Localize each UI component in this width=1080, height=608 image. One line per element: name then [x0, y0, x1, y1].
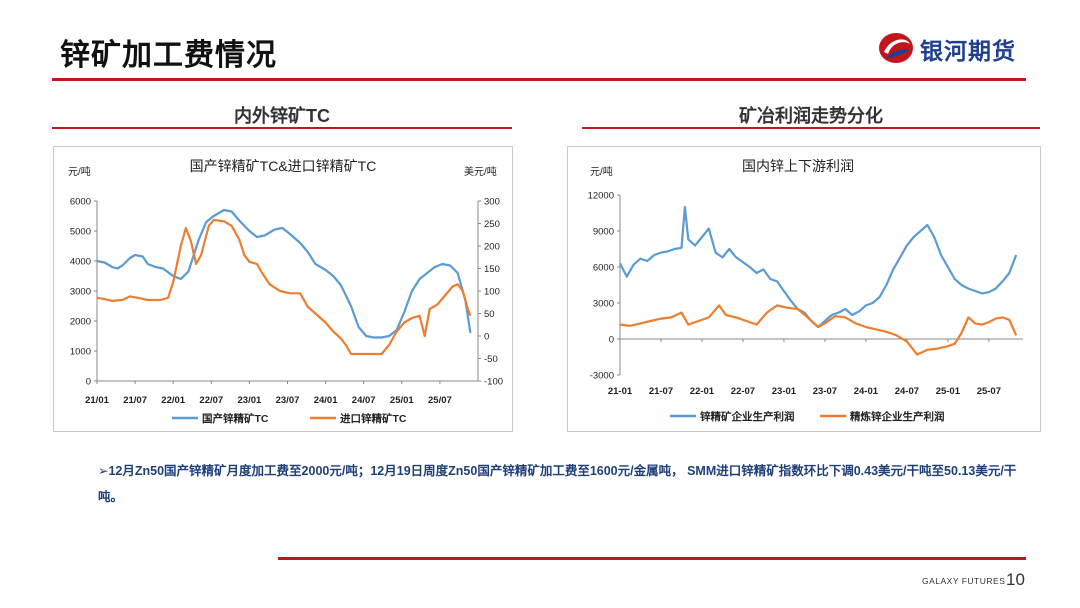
- logo-text: 银河期货: [920, 38, 1016, 64]
- company-logo: 银河期货: [876, 28, 1026, 68]
- chart-zinc-profit-svg: 国内锌上下游利润 元/吨 -3000 0 3000 6000 9000 12000 21-0…: [588, 158, 1023, 423]
- x-tick-label: 22/01: [161, 395, 185, 406]
- x-tick-label: 24-01: [854, 386, 879, 397]
- series-line-1: [96, 208, 472, 339]
- y-tick-label: 5000: [70, 227, 91, 238]
- x-tick-label: 25-01: [936, 386, 961, 397]
- page-title: 锌矿加工费情况: [60, 39, 277, 72]
- right-section-divider: [582, 127, 1040, 129]
- y2-tick-label: -50: [484, 354, 498, 365]
- y2-tick-label: 100: [484, 287, 500, 298]
- legend-label: 锌精矿企业生产利润: [700, 410, 795, 423]
- chart-zinc-profit: 国内锌上下游利润 元/吨 -3000 0 3000 6000 9000 12000 21-0…: [567, 146, 1041, 432]
- chart-zinc-tc: 国产锌精矿TC&进口锌精矿TC 元/吨 美元/吨 0 1000 2000 3000 40…: [53, 146, 513, 432]
- y-tick-label: 0: [86, 377, 91, 388]
- left-section-divider: [52, 127, 512, 129]
- y-tick-label: 12000: [588, 191, 614, 202]
- x-tick-label: 25/01: [390, 395, 414, 406]
- footer-brand: GALAXY FUTURES: [922, 576, 1006, 586]
- x-tick-label: 23/01: [238, 395, 262, 406]
- y2-tick-label: 200: [484, 242, 500, 253]
- right-section-title: 矿冶利润走势分化: [739, 106, 883, 126]
- y-tick-label: 2000: [70, 317, 91, 328]
- series-line-2: [96, 218, 472, 356]
- x-tick-label: 23-07: [813, 386, 837, 397]
- galaxy-logo-icon: [879, 33, 913, 63]
- footer-divider: [278, 557, 1026, 560]
- series-line-2: [619, 304, 1018, 356]
- x-tick-label: 23-01: [772, 386, 797, 397]
- y-tick-label: 3000: [593, 299, 614, 310]
- series-line-1: [619, 205, 1018, 329]
- y-axis-label: 元/吨: [68, 165, 91, 178]
- chart-title: 国产锌精矿TC&进口锌精矿TC: [190, 158, 377, 174]
- y-axis-label: 元/吨: [590, 165, 613, 178]
- legend-label: 进口锌精矿TC: [340, 412, 407, 425]
- x-tick-label: 24/01: [314, 395, 338, 406]
- legend-label: 精炼锌企业生产利润: [850, 410, 945, 423]
- y-tick-label: 9000: [593, 227, 614, 238]
- x-tick-label: 22/07: [199, 395, 223, 406]
- x-tick-label: 25/07: [428, 395, 452, 406]
- x-tick-label: 25-07: [977, 386, 1001, 397]
- x-tick-label: 21/01: [85, 395, 109, 406]
- left-section-title: 内外锌矿TC: [234, 106, 330, 126]
- y2-tick-label: 300: [484, 197, 500, 208]
- y2-tick-label: 0: [484, 332, 489, 343]
- y-tick-label: 0: [609, 335, 614, 346]
- y-tick-label: 3000: [70, 287, 91, 298]
- commentary-note: ➢12月Zn50国产锌精矿月度加工费至2000元/吨；12月19日周度Zn50国…: [98, 464, 1017, 504]
- legend-label: 国产锌精矿TC: [202, 412, 269, 425]
- y-tick-label: 4000: [70, 257, 91, 268]
- y2-tick-label: 50: [484, 309, 495, 320]
- x-tick-label: 21/07: [123, 395, 147, 406]
- y2-tick-label: 150: [484, 264, 500, 275]
- x-tick-label: 22-01: [690, 386, 715, 397]
- x-tick-label: 21-01: [608, 386, 633, 397]
- y-tick-label: 1000: [70, 347, 91, 358]
- title-divider: [52, 78, 1026, 81]
- y2-axis-label: 美元/吨: [464, 165, 497, 178]
- x-tick-label: 24-07: [895, 386, 919, 397]
- chart-zinc-tc-svg: 国产锌精矿TC&进口锌精矿TC 元/吨 美元/吨 010002000300040…: [68, 158, 503, 425]
- y-tick-label: 6000: [593, 263, 614, 274]
- x-tick-label: 22-07: [731, 386, 755, 397]
- x-tick-label: 24/07: [352, 395, 376, 406]
- x-tick-label: 21-07: [649, 386, 673, 397]
- x-tick-label: 23/07: [276, 395, 300, 406]
- y-tick-label: -3000: [590, 371, 614, 382]
- y-tick-label: 6000: [70, 197, 91, 208]
- page-number: 10: [1006, 570, 1025, 589]
- chart-title: 国内锌上下游利润: [742, 158, 854, 174]
- y2-tick-label: 250: [484, 219, 500, 230]
- y2-tick-label: -100: [484, 377, 503, 388]
